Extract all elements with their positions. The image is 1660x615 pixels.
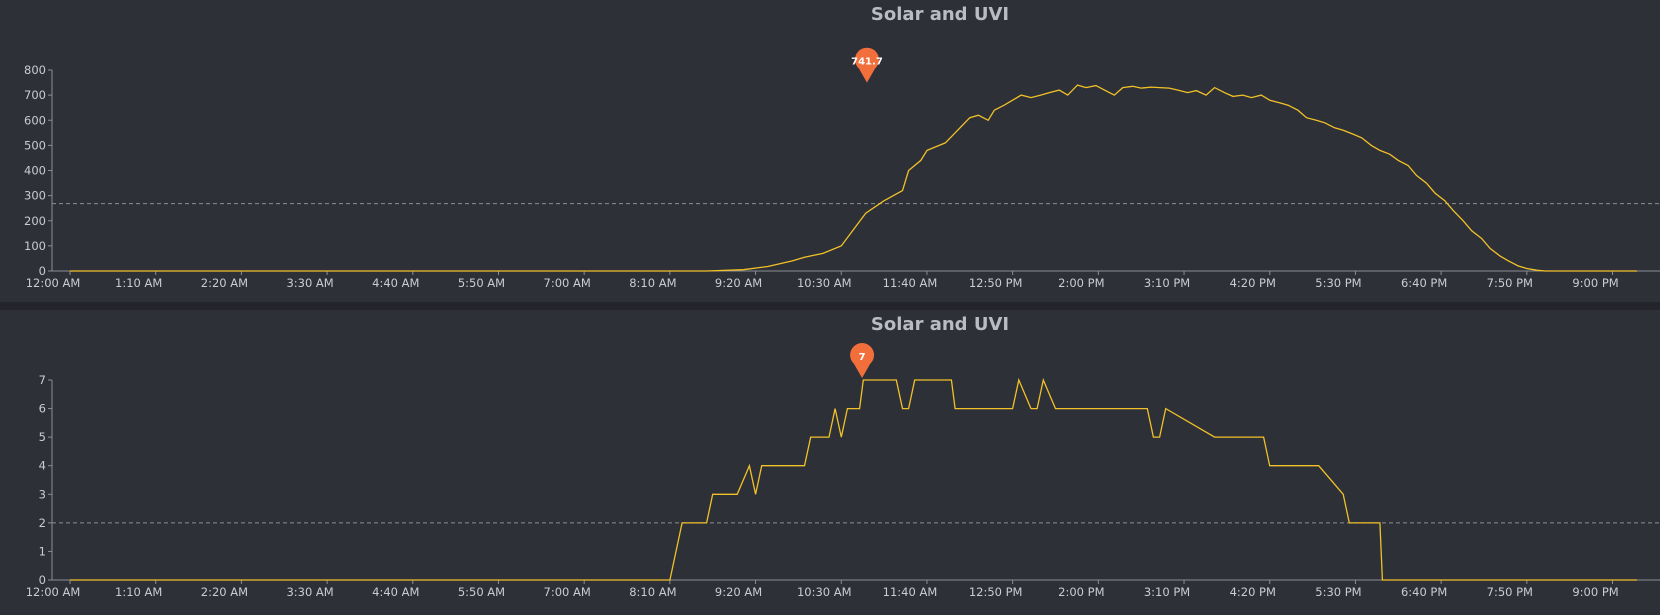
x-tick-label: 7:50 PM	[1487, 585, 1533, 599]
y-tick-label: 300	[24, 189, 46, 203]
y-tick-label: 0	[39, 264, 46, 278]
x-tick-label: 4:20 PM	[1230, 276, 1276, 290]
uvi-chart: 0 1 2 3 4 5 6 7 12:00 AM 1:10 AM 2:20 AM 3:30 AM 4:4…	[26, 343, 1660, 599]
x-tick-label: 6:40 PM	[1401, 276, 1447, 290]
x-tick-label: 1:10 AM	[115, 276, 162, 290]
x-tick-label: 3:30 AM	[286, 276, 333, 290]
x-tick-label: 2:20 AM	[201, 276, 248, 290]
y-tick-label: 700	[24, 88, 46, 102]
y-tick-label: 7	[39, 373, 46, 387]
x-tick-label: 5:30 PM	[1315, 585, 1361, 599]
y-tick-label: 800	[24, 63, 46, 77]
y-tick-label: 400	[24, 164, 46, 178]
x-tick-label: 1:10 AM	[115, 585, 162, 599]
y-tick-label: 5	[39, 430, 46, 444]
y-tick-label: 600	[24, 113, 46, 127]
x-tick-label: 5:50 AM	[458, 585, 505, 599]
max-marker-pin	[850, 343, 875, 378]
chart-title: Solar and UVI	[870, 314, 1010, 335]
x-tick-label: 2:20 AM	[201, 585, 248, 599]
x-tick-label: 11:40 AM	[883, 276, 938, 290]
x-tick-label: 12:00 AM	[26, 585, 81, 599]
x-tick-label: 10:30 AM	[797, 276, 852, 290]
x-tick-label: 3:10 PM	[1144, 585, 1190, 599]
x-tick-label: 9:20 AM	[715, 276, 762, 290]
y-tick-label: 1	[39, 544, 46, 558]
y-tick-label: 500	[24, 138, 46, 152]
y-tick-label: 0	[39, 573, 46, 587]
max-marker-pin	[854, 47, 879, 83]
x-tick-label: 9:00 PM	[1572, 276, 1618, 290]
y-tick-label: 3	[39, 487, 46, 501]
uvi-chart-panel: Solar and UVI 0 1 2 3 4 5 6 7 12:00 AM 1:10 AM 2:2…	[0, 310, 1660, 615]
x-tick-label: 7:00 AM	[544, 585, 591, 599]
x-tick-label: 9:00 PM	[1572, 585, 1618, 599]
x-tick-label: 2:00 PM	[1058, 276, 1104, 290]
x-tick-label: 8:10 AM	[629, 276, 676, 290]
x-tick-label: 6:40 PM	[1401, 585, 1447, 599]
y-tick-label: 100	[24, 239, 46, 253]
chart-title: Solar and UVI	[870, 4, 1010, 25]
x-tick-label: 12:50 PM	[969, 585, 1023, 599]
x-tick-label: 12:00 AM	[26, 276, 81, 290]
x-tick-label: 5:30 PM	[1315, 276, 1361, 290]
x-tick-label: 4:40 AM	[372, 585, 419, 599]
x-tick-label: 9:20 AM	[715, 585, 762, 599]
x-tick-label: 5:50 AM	[458, 276, 505, 290]
solar-chart-panel: Solar and UVI 0 100 200 300 400 500 600 700 800 1…	[0, 0, 1660, 302]
y-tick-label: 6	[39, 402, 46, 416]
x-tick-label: 2:00 PM	[1058, 585, 1104, 599]
series-line	[70, 377, 1637, 581]
x-tick-label: 4:40 AM	[372, 276, 419, 290]
x-tick-label: 7:50 PM	[1487, 276, 1533, 290]
x-tick-label: 4:20 PM	[1230, 585, 1276, 599]
x-tick-label: 7:00 AM	[544, 276, 591, 290]
x-tick-label: 10:30 AM	[797, 585, 852, 599]
x-tick-label: 12:50 PM	[969, 276, 1023, 290]
y-tick-label: 200	[24, 214, 46, 228]
x-tick-label: 3:30 AM	[286, 585, 333, 599]
x-tick-label: 8:10 AM	[629, 585, 676, 599]
x-tick-label: 11:40 AM	[883, 585, 938, 599]
y-tick-label: 2	[39, 516, 46, 530]
max-marker-label: 7	[859, 352, 866, 363]
solar-chart: 0 100 200 300 400 500 600 700 800 12:00 AM 1:10 AM…	[24, 47, 1660, 290]
max-marker-label: 741.7	[851, 57, 883, 68]
y-tick-label: 4	[39, 459, 46, 473]
x-tick-label: 3:10 PM	[1144, 276, 1190, 290]
series-line	[70, 84, 1637, 272]
